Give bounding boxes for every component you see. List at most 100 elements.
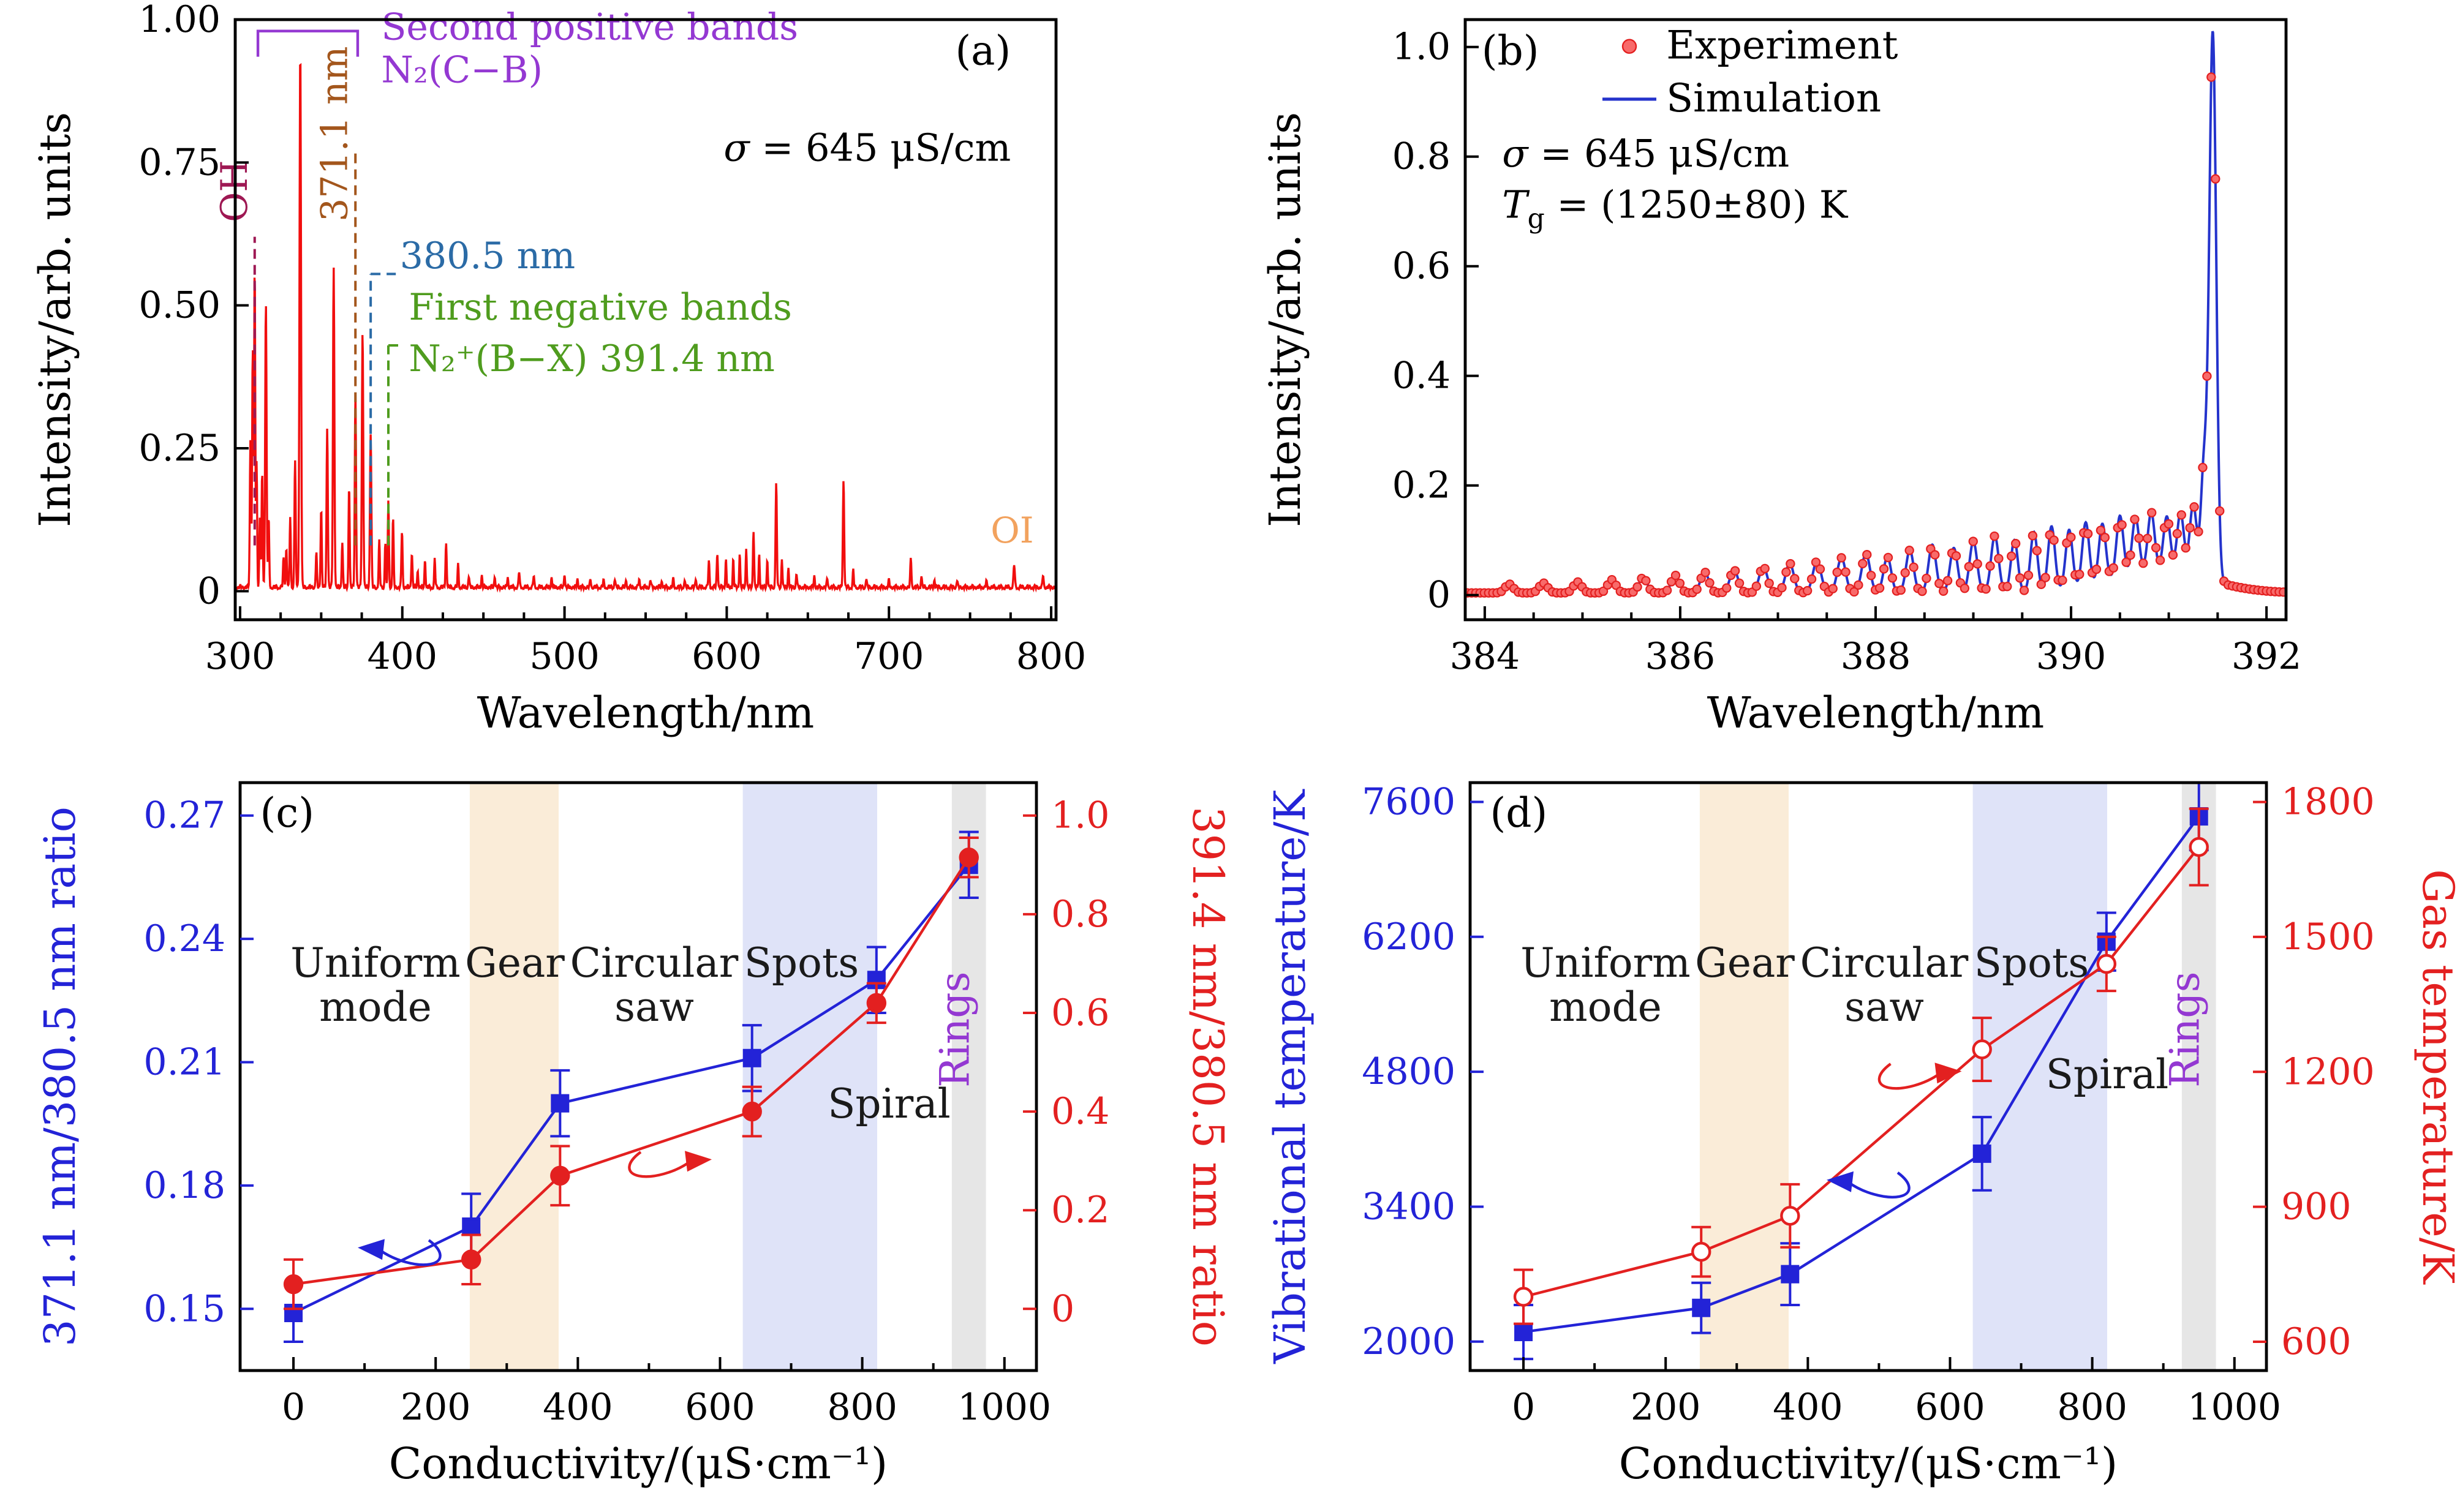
experiment-dot [1934,579,1944,589]
left-tick-label: 7600 [1362,780,1455,823]
experiment-dot [2083,528,2093,539]
series-line [1523,846,2200,1298]
right-tick-label: 1800 [2281,781,2375,824]
experiment-dot [2215,506,2225,516]
axis-indicator-arrow [1877,1063,1962,1090]
experiment-dot [1811,557,1821,567]
experiment-dot [1968,536,1978,546]
experiment-dot [1760,563,1770,574]
label-n2-c-b: N₂(C−B) [381,49,543,92]
experiment-dot [2172,528,2183,539]
y-axis-label: Intensity/arb. units [1260,112,1310,527]
experiment-dot [2211,174,2220,184]
experiment-dot [2117,520,2127,530]
experiment-dot [2279,587,2286,597]
left-tick-label: 0.21 [143,1041,225,1084]
experiment-dot [2036,579,2046,589]
series-line [1523,815,2200,1334]
label-oi: OI [990,510,1033,551]
experiment-dot [2019,585,2029,595]
experiment-dot [2202,371,2212,381]
left-tick-label: 0.15 [143,1287,225,1330]
experiment-dot [2130,514,2140,524]
x-tick-label: 386 [1645,635,1716,678]
left-tick-label: 2000 [1362,1320,1455,1363]
experiment-dot [2100,533,2110,543]
experiment-dot [1854,580,1863,590]
experiment-dot [2164,519,2174,529]
series-line [293,863,970,1314]
x-tick-label: 600 [1915,1386,1985,1429]
circle-marker [959,848,979,868]
experiment-dot [2181,543,2190,553]
left-tick-label: 0.50 [138,284,221,327]
experiment-dot [1705,578,1715,588]
experiment-dot [2006,551,2017,561]
panel-b-chart: σ = 645 μS/cm Tg = (1250±80) K Experiment S… [1230,0,2460,756]
experiment-dot [2126,550,2135,560]
left-axis-ticks [235,18,249,593]
experiment-dot [2049,535,2059,545]
region-label: Spiral [828,1080,951,1127]
experiment-dot [2194,527,2203,536]
experiment-dot [1734,578,1745,589]
experiment-dot [1764,578,1774,589]
left-tick-label: 0.4 [1392,355,1451,397]
square-marker [1692,1298,1711,1317]
x-axis-label: Wavelength/nm [1707,688,2045,738]
left-tick-label: 0.6 [1392,245,1451,288]
spectrum-layer [235,62,1056,593]
series-gas-temperature [1513,807,2209,1325]
square-marker [551,1094,570,1113]
label-380-5-nm: 380.5 nm [400,235,575,277]
left-tick-label: 1.00 [138,0,221,41]
x-axis-ticks [292,1357,1006,1371]
experiment-dot [1900,568,1910,578]
square-marker [1972,1144,1991,1163]
x-tick-label: 200 [1631,1386,1701,1429]
square-marker [462,1217,481,1236]
left-axis-ticks [1470,800,1484,1343]
x-tick-label: 700 [854,635,924,678]
experiment-dot [1985,561,1995,571]
panel-label: (d) [1490,789,1548,837]
experiment-dot [1981,584,1991,594]
x-tick-label: 390 [2036,635,2107,678]
experiment-dot [1641,576,1651,585]
x-tick-label: 0 [282,1386,305,1429]
experiment-dot [2121,557,2131,567]
circle-marker [283,1274,304,1295]
y2-axis-label: 391.4 nm/380.5 nm ratio [1183,807,1230,1347]
experiment-dot [1858,559,1868,569]
right-tick-label: 0 [1051,1287,1074,1330]
region-label: Circular [1800,939,1969,987]
x-tick-label: 388 [1841,635,1911,678]
experiment-dot [1815,564,1825,574]
spots-band [1972,783,2107,1371]
experiment-dot [2075,570,2085,579]
region-label: Uniform [1520,939,1691,987]
right-tick-label: 1200 [2281,1050,2375,1093]
experiment-dot [1964,562,1974,572]
axis-indicator-arrow [628,1151,712,1178]
left-tick-label: 0 [1427,574,1451,617]
conductivity-annotation: σ = 645 μS/cm [1502,131,1789,176]
series-line [293,857,970,1286]
experiment-dot [1874,583,1885,593]
experiment-dot [1692,584,1702,594]
left-axis-ticks [240,814,254,1311]
experiment-dot [2206,72,2216,82]
square-marker [742,1048,761,1067]
x-axis-label: Conductivity/(μS·cm⁻¹) [389,1439,888,1489]
region-label: mode [1549,984,1662,1031]
experiment-dot [1938,586,1949,596]
label-371-1-nm: 371.1 nm [314,46,357,221]
circle-marker [461,1249,481,1269]
experiment-dot [1790,574,1800,584]
x-tick-label: 400 [543,1386,613,1429]
x-axis-label: Conductivity/(μS·cm⁻¹) [1619,1439,2118,1489]
